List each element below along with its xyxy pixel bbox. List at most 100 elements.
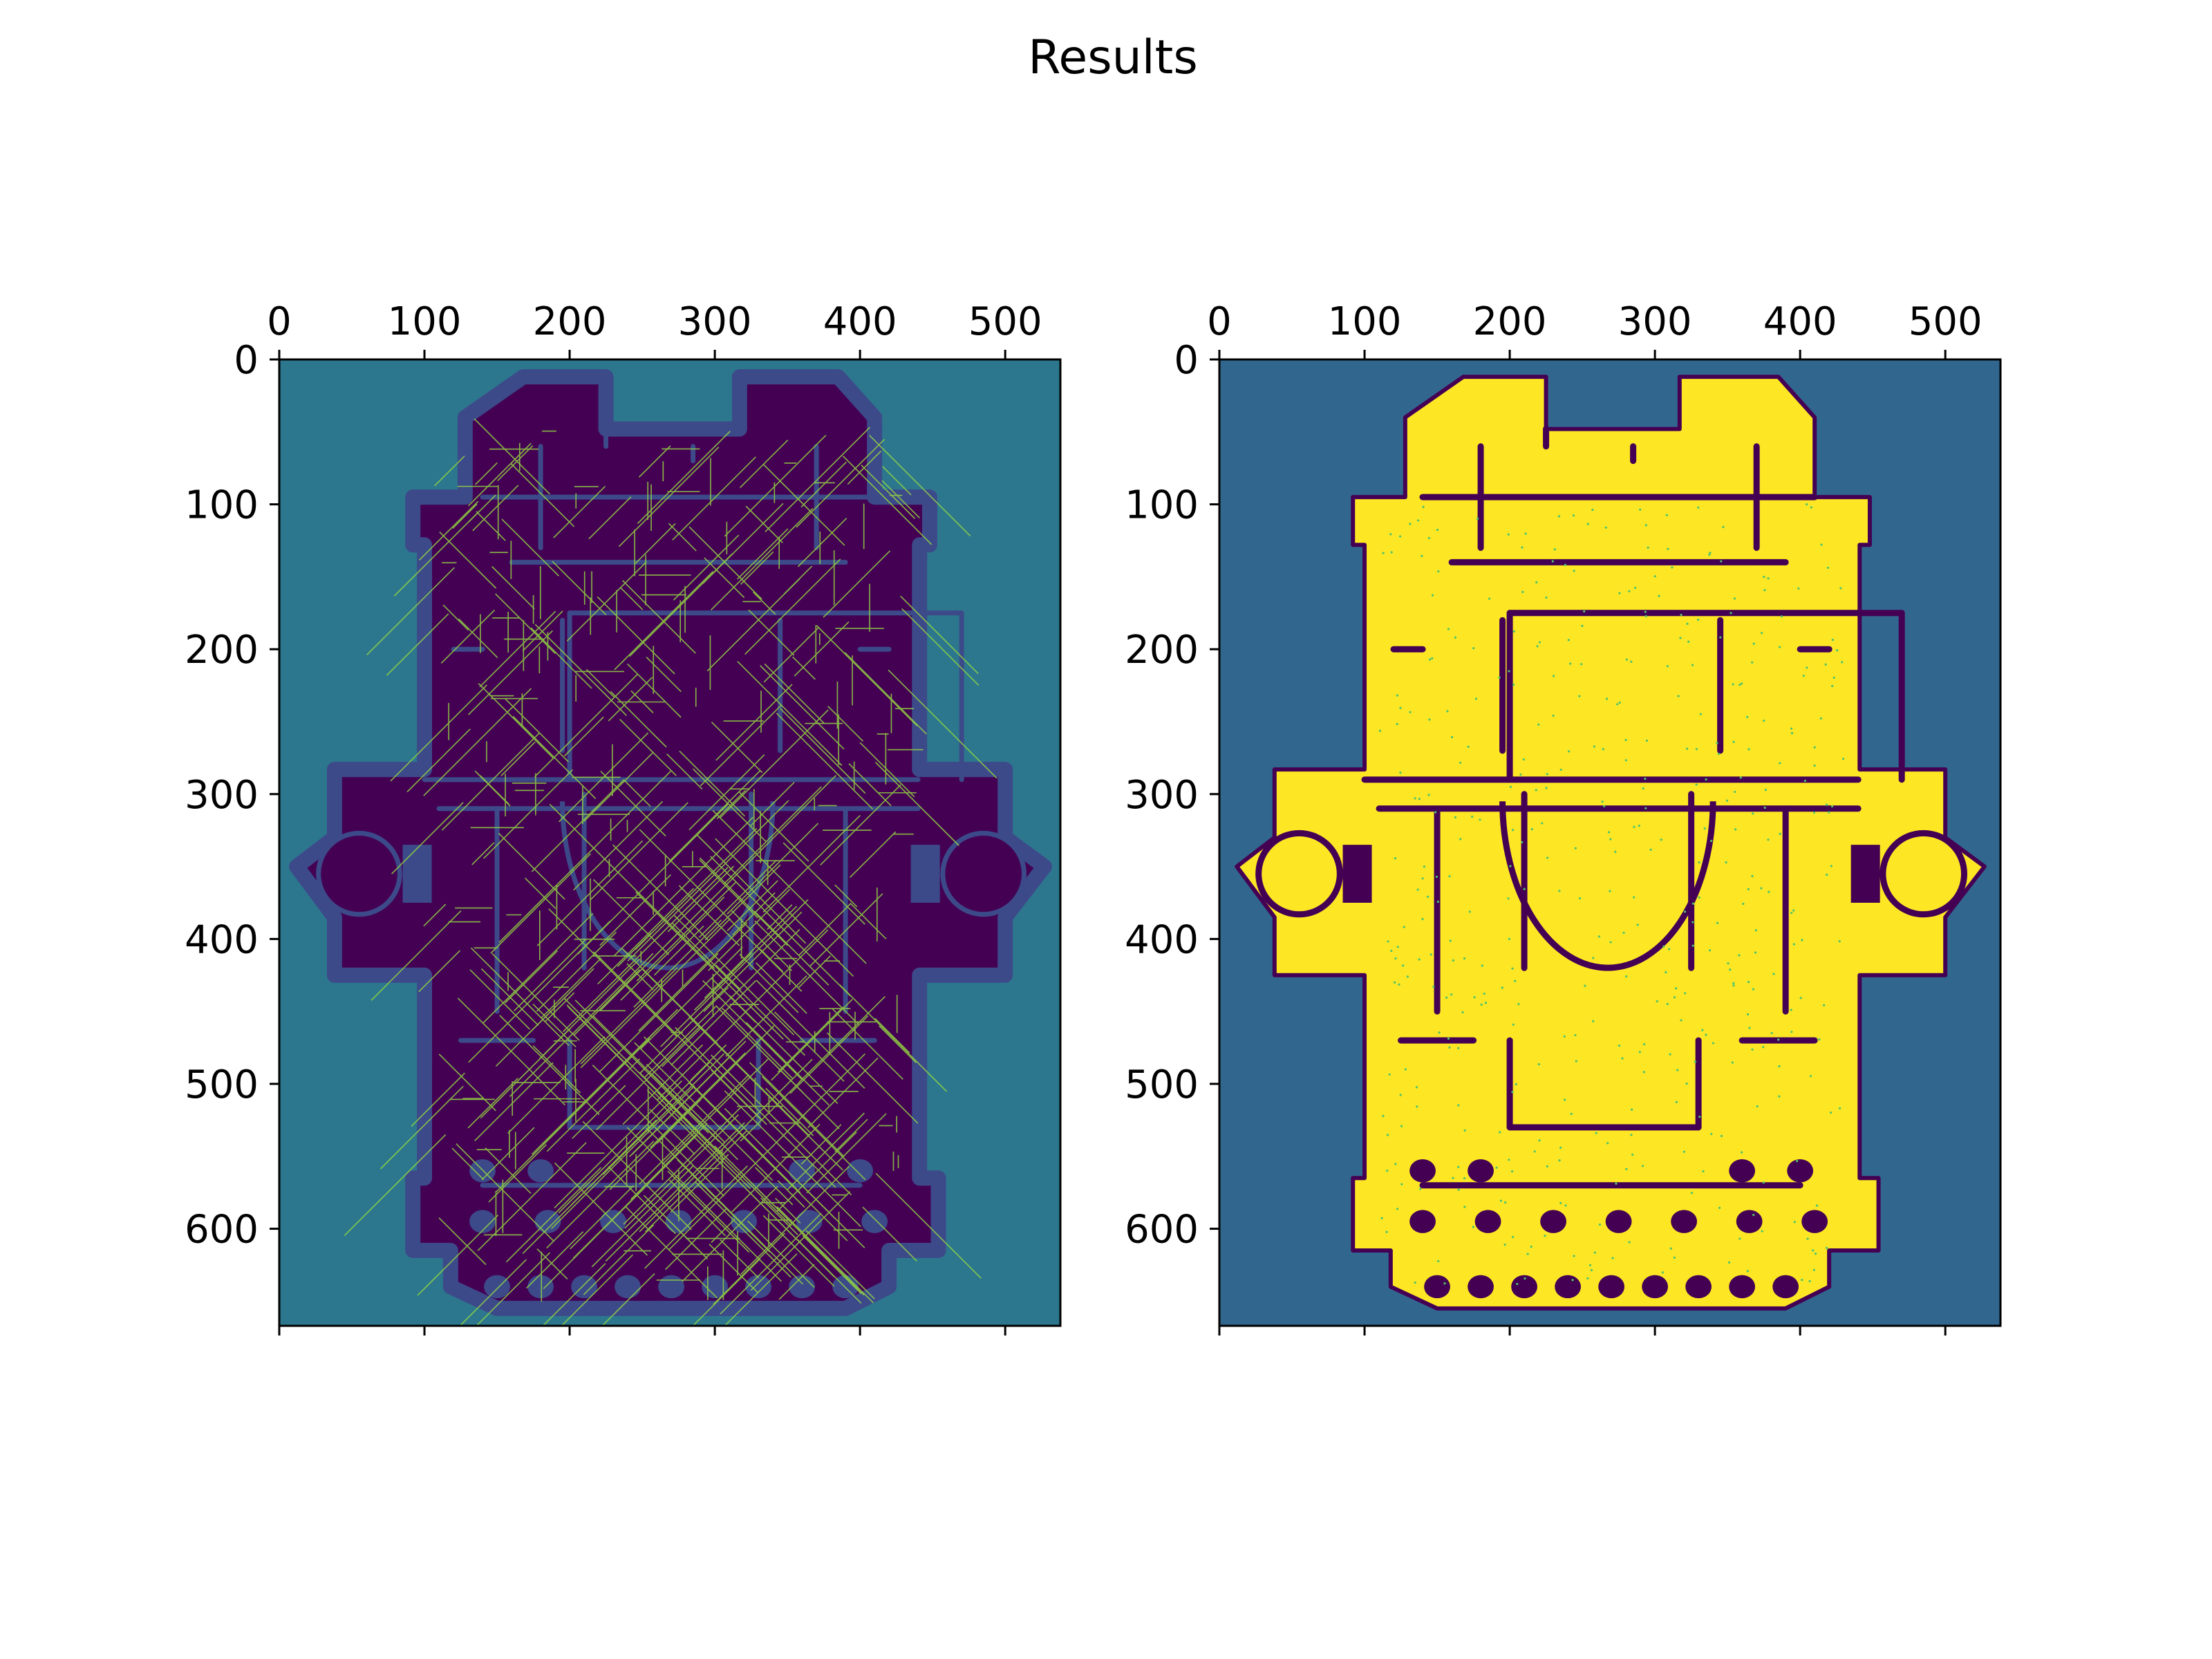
path-line [504, 697, 569, 762]
sample-dot [1432, 985, 1435, 988]
path-line [869, 435, 971, 537]
sample-dot [1810, 506, 1812, 509]
path-line [531, 1027, 659, 1155]
path-line [888, 669, 997, 779]
column [1409, 1159, 1436, 1183]
sample-dot [1414, 797, 1416, 800]
path-line [666, 753, 703, 790]
path-line [572, 1085, 626, 1139]
sample-dot [1509, 785, 1512, 788]
sample-dot [1416, 519, 1420, 522]
sample-dot [1454, 816, 1457, 819]
path-line [737, 661, 843, 766]
path-line [823, 550, 891, 618]
path-line [344, 1134, 447, 1237]
path-line [901, 608, 980, 686]
path-line [434, 456, 465, 487]
sample-dot [1545, 787, 1548, 789]
sample-dot [1508, 1159, 1510, 1161]
sample-dot [1592, 957, 1595, 959]
path-line [458, 618, 498, 658]
sample-dot [1552, 675, 1555, 677]
path-line [491, 953, 580, 1041]
path-line [485, 1147, 532, 1194]
sample-dot [1499, 1199, 1503, 1202]
building-footprint [289, 369, 1052, 1316]
path-line [418, 950, 461, 993]
sample-dot [1524, 532, 1527, 535]
column [847, 1159, 874, 1183]
path-line [506, 1167, 602, 1263]
sample-dot [1697, 506, 1700, 509]
column [571, 1275, 597, 1299]
sample-dot [1586, 523, 1589, 525]
path-line [482, 912, 594, 1024]
sample-dot [1628, 590, 1631, 592]
sample-dot [1445, 996, 1448, 999]
path-line [745, 505, 783, 543]
path-line [754, 920, 859, 1025]
sample-dot [1830, 805, 1834, 808]
path-planning-panel: 0 100 200 300 400 500 0 100 200 300 400 500 600 [185, 299, 1062, 1335]
path-line [710, 856, 851, 997]
path-line [644, 1165, 748, 1269]
sample-dot [1716, 921, 1719, 924]
path-line [417, 1215, 499, 1296]
auditorium-wall [560, 801, 776, 971]
path-line [495, 593, 556, 655]
sample-dot [1826, 803, 1828, 806]
sample-dot [1799, 997, 1802, 1000]
sample-dot [1535, 789, 1537, 791]
sample-dot [1738, 1237, 1741, 1240]
sample-dot [1597, 935, 1601, 938]
path-line [563, 716, 604, 757]
sample-dot [1802, 674, 1805, 677]
sample-dot [1644, 807, 1647, 809]
y-tick-label: 400 [1125, 917, 1199, 962]
path-line [688, 1082, 848, 1241]
sample-dot [1459, 838, 1462, 841]
sample-dot [1423, 865, 1425, 868]
path-line [599, 874, 671, 946]
sample-dot [1514, 980, 1517, 982]
sample-dot [1504, 1201, 1507, 1204]
path-line [534, 673, 639, 778]
path-line [500, 741, 536, 776]
sample-dot [1591, 508, 1594, 512]
path-line [490, 853, 591, 954]
sample-dot [1418, 798, 1421, 800]
sample-dot [1824, 663, 1827, 666]
path-line [715, 684, 793, 761]
sample-dot [1400, 1125, 1403, 1127]
path-line [549, 803, 715, 969]
path-line [471, 842, 495, 865]
path-line [567, 1006, 716, 1154]
path-line [702, 503, 784, 584]
sample-dot [1642, 787, 1644, 790]
sample-dot [1553, 548, 1556, 551]
path-line [874, 762, 959, 846]
path-line [765, 427, 870, 532]
sample-dot [1559, 768, 1562, 771]
path-line [638, 922, 748, 1031]
path-line [688, 1016, 844, 1171]
sample-dot [1647, 546, 1649, 549]
sample-dot [1386, 1134, 1389, 1136]
path-line [551, 1085, 695, 1230]
y-tick-label: 100 [185, 483, 259, 528]
sample-dot [1795, 1160, 1799, 1163]
path-line [861, 465, 916, 519]
sample-dot [1512, 1023, 1515, 1026]
path-line [545, 992, 575, 1022]
sample-dot [1734, 828, 1737, 831]
path-line [638, 445, 671, 478]
path-line [826, 1032, 919, 1124]
sample-dot [1675, 987, 1678, 990]
sample-dot [1638, 1051, 1641, 1053]
sample-dot [1790, 1031, 1793, 1033]
sample-dot [1512, 683, 1515, 686]
sample-dot [1457, 1047, 1460, 1049]
sample-dot [1552, 714, 1555, 718]
path-line [639, 1058, 813, 1232]
sample-dots [1378, 503, 1845, 1286]
